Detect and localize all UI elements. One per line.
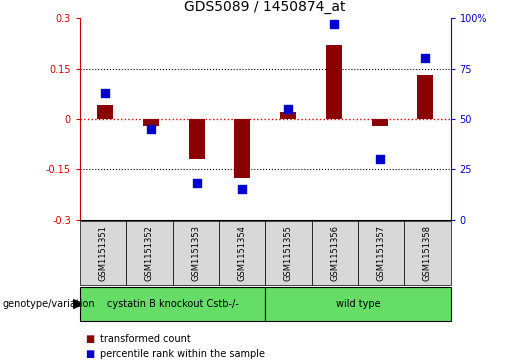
Text: GSM1151353: GSM1151353 [191, 225, 200, 281]
Polygon shape [74, 300, 83, 309]
Text: percentile rank within the sample: percentile rank within the sample [100, 349, 265, 359]
Text: cystatin B knockout Cstb-/-: cystatin B knockout Cstb-/- [107, 299, 238, 309]
Text: wild type: wild type [336, 299, 380, 309]
Bar [143, 119, 159, 126]
Point [421, 56, 430, 61]
Point [101, 90, 109, 95]
Bar [280, 112, 296, 119]
Text: GSM1151352: GSM1151352 [145, 225, 154, 281]
Text: GSM1151356: GSM1151356 [330, 225, 339, 281]
Text: GSM1151354: GSM1151354 [237, 225, 247, 281]
Title: GDS5089 / 1450874_at: GDS5089 / 1450874_at [184, 0, 346, 15]
Text: GSM1151357: GSM1151357 [376, 225, 386, 281]
Point [284, 106, 292, 112]
Point [238, 187, 247, 192]
Bar [97, 105, 113, 119]
Text: ■: ■ [85, 349, 95, 359]
Bar [234, 119, 250, 178]
Text: ■: ■ [85, 334, 95, 344]
Bar [188, 119, 204, 159]
Bar [372, 119, 388, 126]
Text: GSM1151358: GSM1151358 [423, 225, 432, 281]
Text: transformed count: transformed count [100, 334, 191, 344]
Point [193, 180, 201, 186]
Text: GSM1151355: GSM1151355 [284, 225, 293, 281]
Text: genotype/variation: genotype/variation [3, 299, 95, 309]
Point [375, 156, 384, 162]
Text: GSM1151351: GSM1151351 [98, 225, 108, 281]
Bar [418, 75, 434, 119]
Point [330, 21, 338, 27]
Bar [326, 45, 342, 119]
Point [147, 126, 155, 132]
